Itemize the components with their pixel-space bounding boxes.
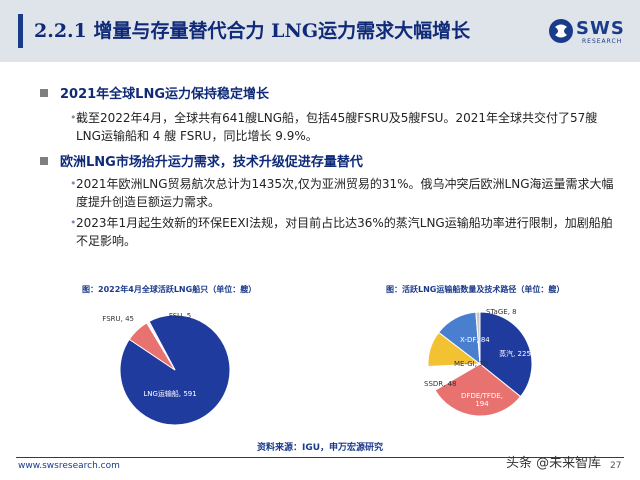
logo-sub: RESEARCH bbox=[582, 38, 623, 45]
page-title: 2.2.1 增量与存量替代合力 LNG运力需求大幅增长 bbox=[34, 20, 471, 42]
chart2-pie: 蒸汽, 225 DFDE/TFDE, 194 SSDR, 48 ME-GI, 70 X-D… bbox=[424, 308, 533, 417]
pie-slice-2 bbox=[434, 363, 522, 417]
pie-label-6: STaGE, 8 bbox=[486, 308, 517, 316]
dot-bullet-icon: • bbox=[70, 111, 77, 124]
square-bullet-icon bbox=[40, 89, 48, 97]
dot-bullet-icon: • bbox=[70, 177, 77, 190]
pie-slice-1 bbox=[479, 311, 533, 398]
footer-url[interactable]: www.swsresearch.com bbox=[18, 461, 120, 471]
pie-label-4: ME-GI, 70 bbox=[454, 360, 488, 368]
footer-divider bbox=[16, 457, 624, 458]
dot-bullet-icon: • bbox=[70, 216, 77, 229]
section2-item-2: 2023年1月起生效新的环保EEXI法规，对目前占比达36%的蒸汽LNG运输船功… bbox=[76, 216, 613, 248]
pie-slice-6 bbox=[475, 311, 481, 365]
pie-label-1: LNG运输船, 591 bbox=[143, 389, 196, 398]
page-number: 27 bbox=[610, 461, 622, 471]
pie-label-5: X-DF, 84 bbox=[460, 336, 490, 344]
watermark: 头条 @未来智库 bbox=[506, 456, 602, 471]
square-bullet-icon bbox=[40, 157, 48, 165]
section2-heading-text: 欧洲LNG市场抬升运力需求，技术升级促进存量替代 bbox=[60, 155, 363, 170]
title-accent bbox=[18, 14, 23, 48]
section2-item-1: 2021年欧洲LNG贸易航次总计为1435次,仅为亚洲贸易的31%。俄乌冲突后欧… bbox=[76, 177, 614, 209]
chart1-pie: LNG运输船, 591 FSRU, 45 FSU, 5 bbox=[102, 312, 231, 426]
chart2-title: 图：活跃LNG运输船数量及技术路径（单位：艘） bbox=[386, 285, 565, 294]
pie-label-1: 蒸汽, 225 bbox=[499, 349, 531, 358]
section2-heading: 欧洲LNG市场抬升运力需求，技术升级促进存量替代 bbox=[40, 151, 363, 170]
pie-slice-3 bbox=[146, 320, 176, 371]
pie-label-3: SSDR, 48 bbox=[424, 380, 457, 388]
sws-logo-icon bbox=[549, 19, 573, 43]
logo-name: SWS bbox=[576, 18, 625, 39]
pie-label-3: FSU, 5 bbox=[169, 312, 191, 320]
sws-logo: SWS RESEARCH bbox=[548, 18, 628, 46]
source-note: 资料来源：IGU，申万宏源研究 bbox=[256, 443, 384, 453]
section1-heading: 2021年全球LNG运力保持稳定增长 bbox=[40, 83, 269, 102]
pie-label-2: FSRU, 45 bbox=[102, 315, 134, 323]
title-bar: 2.2.1 增量与存量替代合力 LNG运力需求大幅增长 SWS RESEARCH bbox=[0, 0, 640, 62]
chart1-title: 图：2022年4月全球活跃LNG船只（单位：艘） bbox=[82, 285, 257, 294]
pie-label-2: DFDE/TFDE, 194 bbox=[461, 392, 503, 408]
section1-heading-text: 2021年全球LNG运力保持稳定增长 bbox=[60, 87, 270, 102]
section1-item: 截至2022年4月，全球共有641艘LNG船，包括45艘FSRU及5艘FSU。2… bbox=[76, 111, 598, 143]
